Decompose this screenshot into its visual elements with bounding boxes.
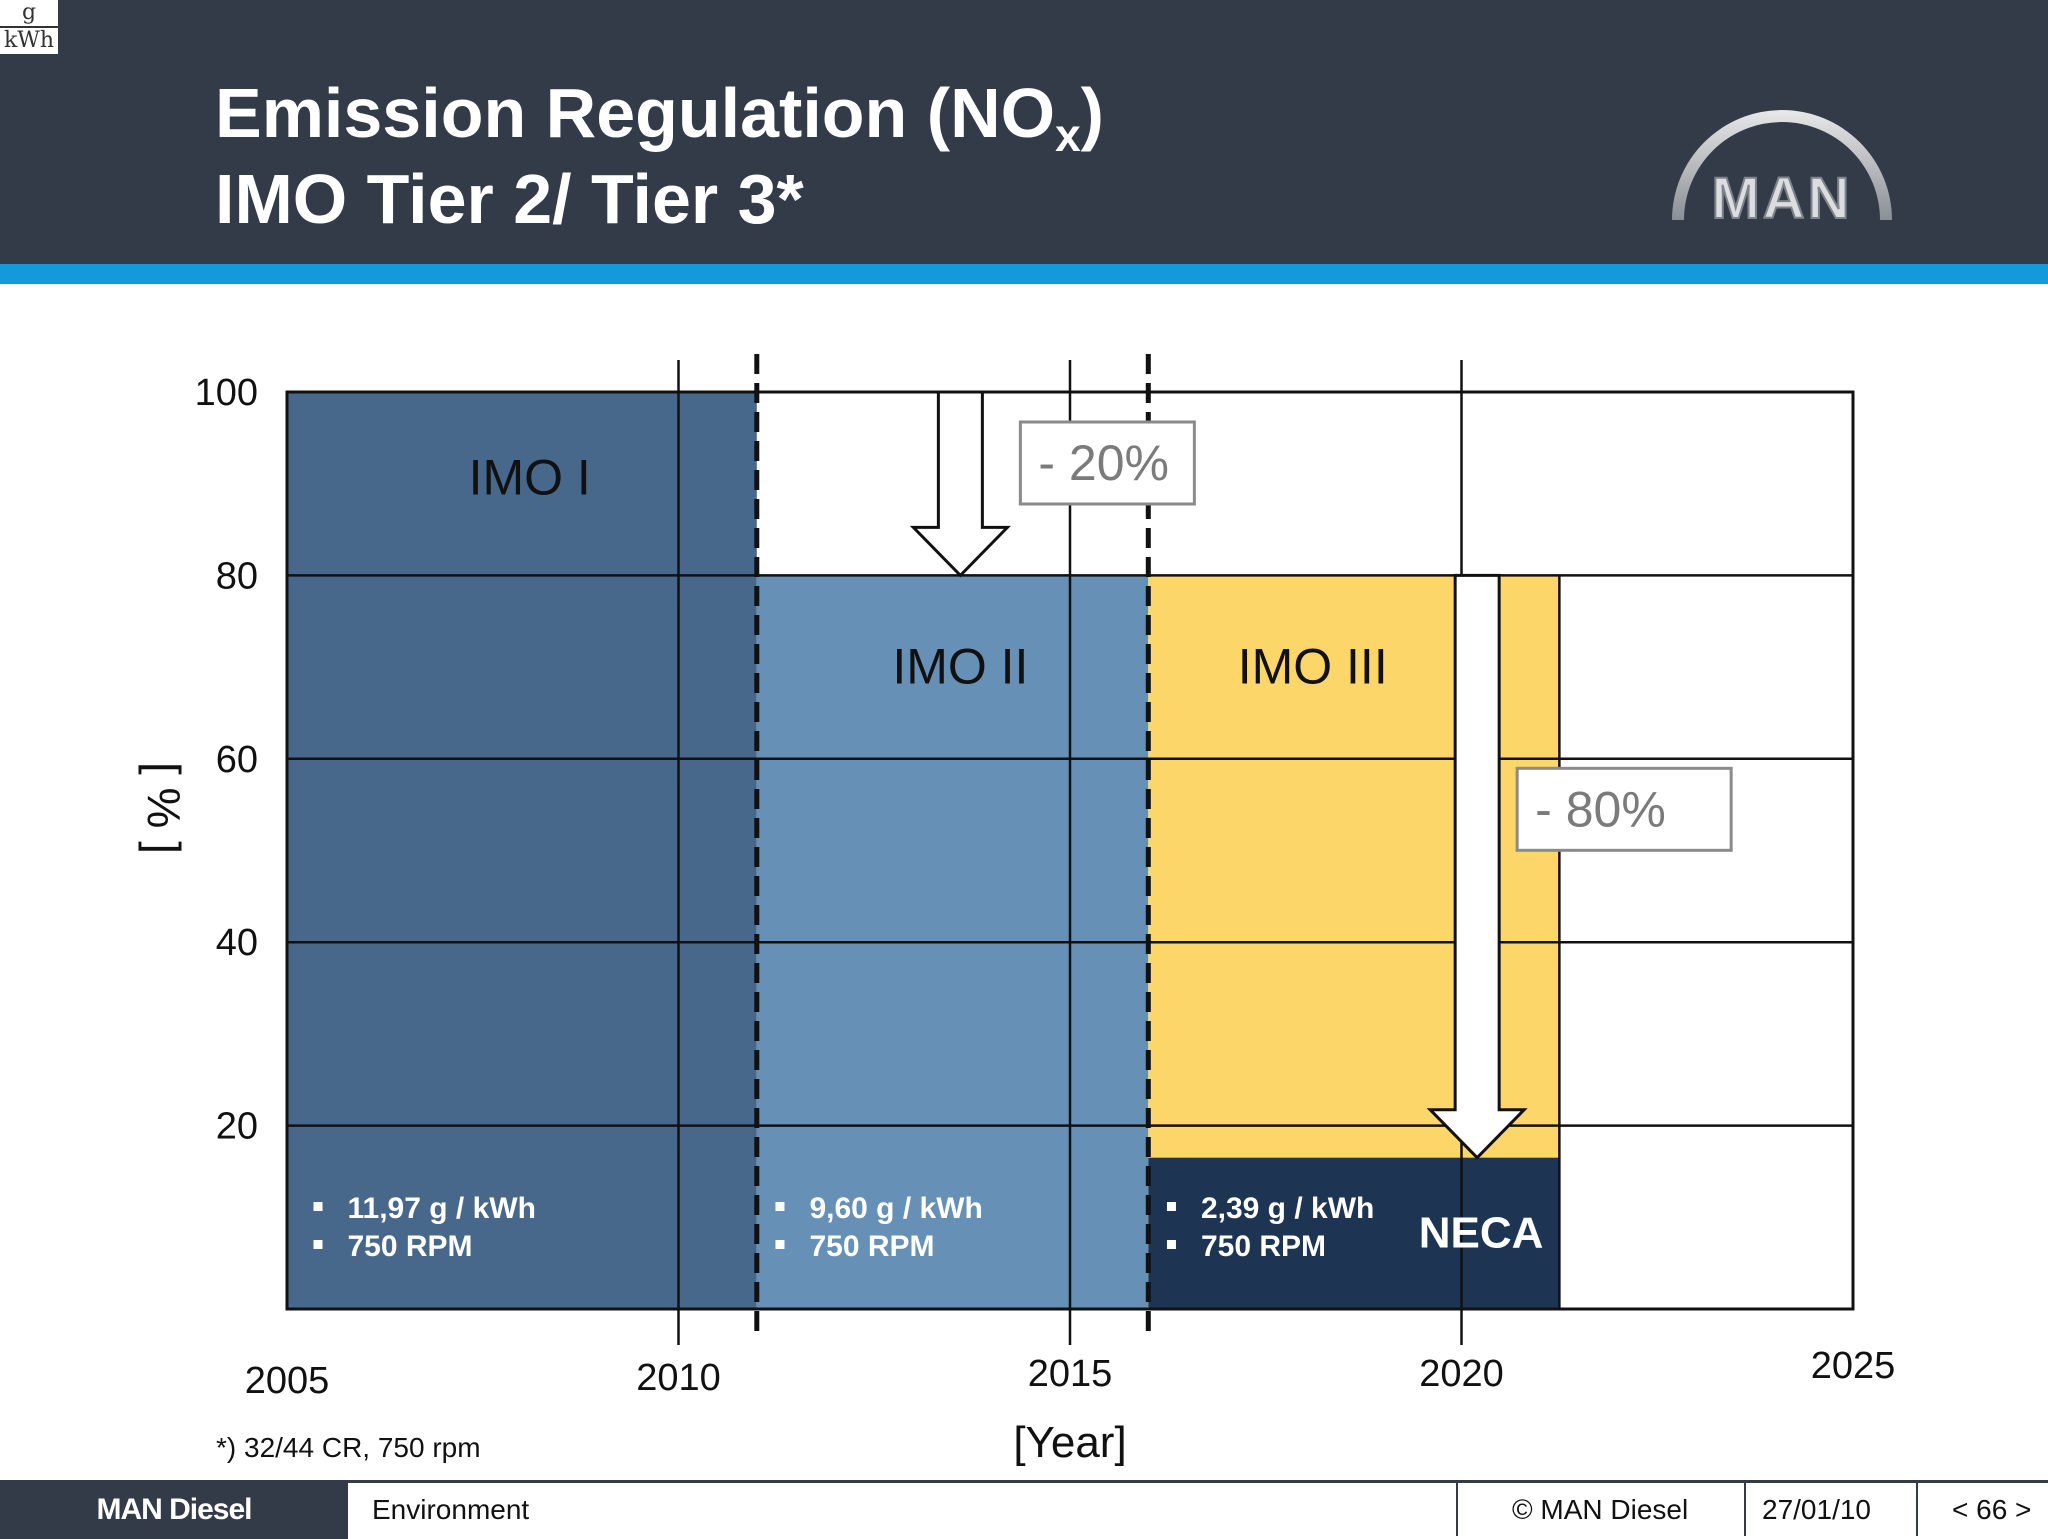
x-tick-label: 2020 (1419, 1353, 1504, 1395)
footer-date: 27/01/10 (1762, 1494, 1871, 1525)
x-tick-label: 2005 (245, 1360, 330, 1402)
footer-divider (1456, 1483, 1458, 1536)
x-tick-label: 2010 (636, 1357, 721, 1399)
emission-chart: - 20% - 80% IMO I IMO II IMO III NECA 11,97 g … (138, 354, 1896, 1467)
title-line-2: IMO Tier 2/ Tier 3* (215, 160, 804, 238)
bullet-marker (313, 1240, 323, 1249)
title-line-1-suffix: ) (1080, 74, 1104, 152)
region-imo-i (287, 392, 757, 1309)
x-tick-label: 2015 (1028, 1353, 1113, 1395)
annotation-box (1018, 420, 1196, 506)
region-label: IMO III (1238, 639, 1388, 695)
bullet-marker (775, 1202, 785, 1211)
footer-bar: MAN Diesel Environment © MAN Diesel 27/0… (0, 1480, 2048, 1539)
header-bar (0, 0, 2048, 264)
y-axis-title: [ % ] (138, 762, 190, 854)
region-label: NECA (1419, 1209, 1544, 1258)
region-neca (1148, 1157, 1560, 1309)
y-tick-label: 100 (195, 372, 258, 414)
footnote: *) 32/44 CR, 750 rpm (216, 1432, 481, 1463)
region-bullet-text: 750 RPM (1201, 1230, 1326, 1263)
accent-stripe (0, 264, 2048, 284)
logo-arc (1672, 110, 1892, 220)
unit-fraction: g kWh (0, 0, 58, 54)
annotation-label: - 80% (1535, 781, 1666, 837)
y-tick-label: 60 (216, 739, 258, 781)
title-line-1-subscript: x (1055, 109, 1081, 161)
unit-denominator: kWh (3, 28, 55, 53)
region-bullet-text: 9,60 g / kWh (809, 1192, 982, 1225)
footer-section: Environment (372, 1494, 530, 1525)
unit-numerator: g (0, 0, 58, 28)
annotation-label: - 20% (1038, 435, 1169, 491)
bullet-marker (1166, 1240, 1176, 1249)
bullet-marker (1166, 1202, 1176, 1211)
y-tick-label: 20 (216, 1106, 258, 1148)
reduction-arrow (1426, 573, 1528, 1160)
bullet-marker (313, 1202, 323, 1211)
footer-page-number: < 66 > (1952, 1494, 2032, 1525)
footer-brand: MAN Diesel (0, 1483, 348, 1539)
bullet-marker (775, 1240, 785, 1249)
reduction-arrow (909, 390, 1011, 578)
title-line-1-prefix: Emission Regulation (NO (215, 74, 1056, 152)
region-bullet-text: 750 RPM (347, 1230, 472, 1263)
y-tick-label: 40 (216, 922, 258, 964)
x-axis-title: [Year] (1013, 1418, 1126, 1467)
y-tick-label: 80 (216, 555, 258, 597)
x-tick-label: 2025 (1811, 1345, 1896, 1387)
slide-title: Emission Regulation (NOx) IMO Tier 2/ Ti… (215, 70, 1104, 242)
title-line-1: Emission Regulation (NOx) (215, 70, 1104, 158)
man-logo: MAN (1672, 110, 1892, 232)
region-bullet-text: 2,39 g / kWh (1201, 1192, 1374, 1225)
region-label: IMO II (892, 639, 1028, 695)
footer-copyright: © MAN Diesel (1512, 1494, 1689, 1525)
annotation-box (1515, 766, 1733, 852)
footer-divider (1916, 1483, 1918, 1536)
region-label: IMO I (469, 450, 591, 506)
logo-text: MAN (1711, 166, 1852, 231)
region-bullet-text: 750 RPM (809, 1230, 934, 1263)
footer-divider (1744, 1483, 1746, 1536)
region-bullet-text: 11,97 g / kWh (347, 1192, 535, 1225)
